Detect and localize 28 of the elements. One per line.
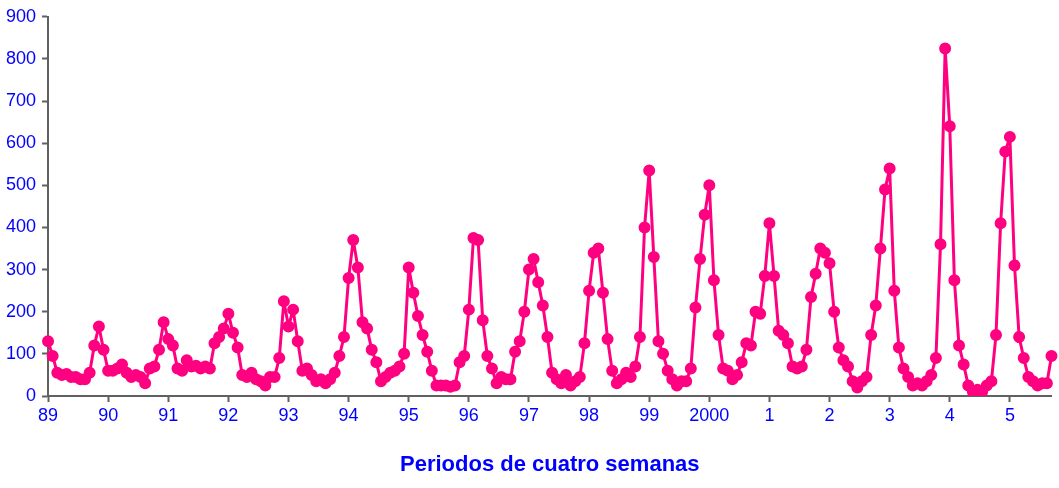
x-tick-label: 2000 (689, 404, 730, 425)
x-axis-title: Periodos de cuatro semanas (399, 450, 700, 476)
y-tick-label: 200 (5, 300, 37, 321)
y-tick-label: 500 (5, 174, 37, 195)
y-tick-label: 300 (5, 258, 37, 279)
y-tick-label: 700 (5, 90, 37, 111)
x-tick-label: 92 (218, 404, 239, 425)
y-tick-label: 100 (5, 342, 37, 363)
y-tick-label: 800 (5, 47, 37, 68)
y-tick-label: 400 (5, 216, 37, 237)
x-tick-label: 97 (518, 404, 539, 425)
x-tick-label: 3 (884, 404, 895, 425)
x-tick-label: 94 (338, 404, 359, 425)
x-tick-label: 98 (579, 404, 600, 425)
x-tick-label: 90 (98, 404, 119, 425)
x-tick-label: 89 (38, 404, 59, 425)
x-tick-label: 1 (764, 404, 775, 425)
x-tick-label: 91 (158, 404, 179, 425)
x-tick-label: 5 (1004, 404, 1015, 425)
x-tick-label: 4 (944, 404, 955, 425)
x-tick-label: 95 (398, 404, 419, 425)
x-tick-label: 2 (824, 404, 835, 425)
x-tick-label: 93 (278, 404, 299, 425)
y-tick-label: 0 (26, 384, 37, 405)
y-tick-label: 600 (5, 132, 37, 153)
x-tick-label: 99 (639, 404, 660, 425)
x-tick-label: 96 (458, 404, 479, 425)
y-tick-label: 900 (5, 5, 37, 26)
